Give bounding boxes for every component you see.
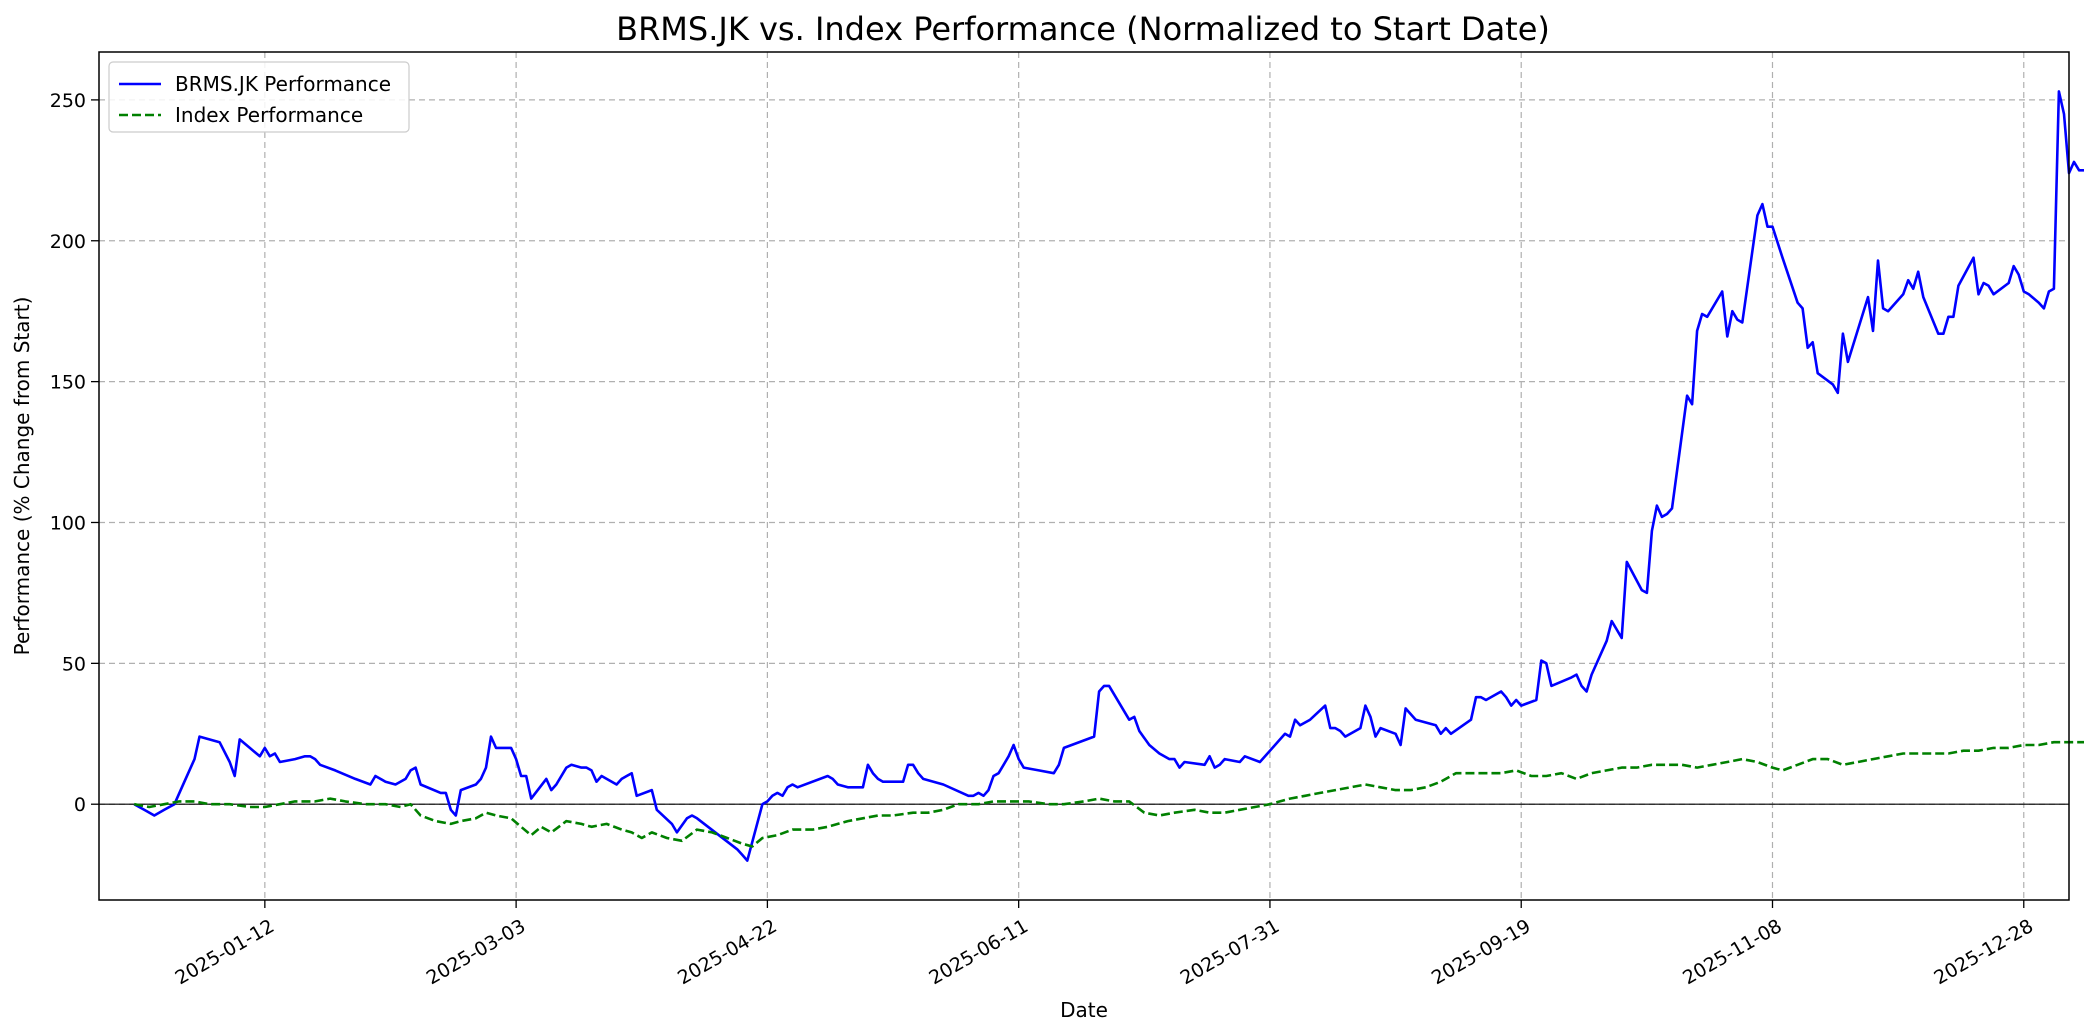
y-tick-label: 200 bbox=[50, 231, 86, 253]
x-axis: 2025-01-12 2025-03-03 2025-04-22 2025-06-11… bbox=[172, 900, 2037, 989]
y-tick-label: 250 bbox=[50, 90, 86, 112]
x-axis-label: Date bbox=[1060, 998, 1108, 1022]
grid bbox=[99, 52, 2069, 900]
y-tick-label: 50 bbox=[62, 653, 86, 675]
legend-box bbox=[108, 61, 410, 133]
legend-label: Index Performance bbox=[175, 103, 363, 127]
y-tick-label: 150 bbox=[50, 372, 86, 394]
y-tick-label: 0 bbox=[74, 794, 86, 816]
x-tick-label: 2025-03-03 bbox=[423, 915, 530, 989]
x-tick-label: 2025-11-08 bbox=[1679, 915, 1786, 989]
chart-title: BRMS.JK vs. Index Performance (Normalize… bbox=[616, 10, 1550, 48]
series-line bbox=[133, 90, 2084, 862]
x-tick-label: 2025-04-22 bbox=[674, 915, 781, 989]
series-line bbox=[133, 740, 2084, 848]
x-tick-label: 2025-06-11 bbox=[925, 915, 1032, 989]
plot-frame bbox=[98, 51, 2070, 901]
legend: BRMS.JK Performance Index Performance bbox=[108, 61, 410, 133]
x-tick-label: 2025-07-31 bbox=[1177, 915, 1284, 989]
y-tick-label: 100 bbox=[50, 512, 86, 534]
series-brms bbox=[133, 90, 2084, 862]
x-tick-label: 2025-12-28 bbox=[1930, 915, 2037, 989]
y-axis: 0 50 100 150 200 250 bbox=[50, 90, 99, 816]
x-tick-label: 2025-09-19 bbox=[1428, 915, 1535, 989]
legend-label: BRMS.JK Performance bbox=[175, 72, 391, 96]
series-layer bbox=[133, 90, 2084, 862]
x-tick-label: 2025-01-12 bbox=[172, 915, 279, 989]
series-index bbox=[133, 740, 2084, 848]
y-axis-label: Performance (% Change from Start) bbox=[10, 297, 34, 656]
